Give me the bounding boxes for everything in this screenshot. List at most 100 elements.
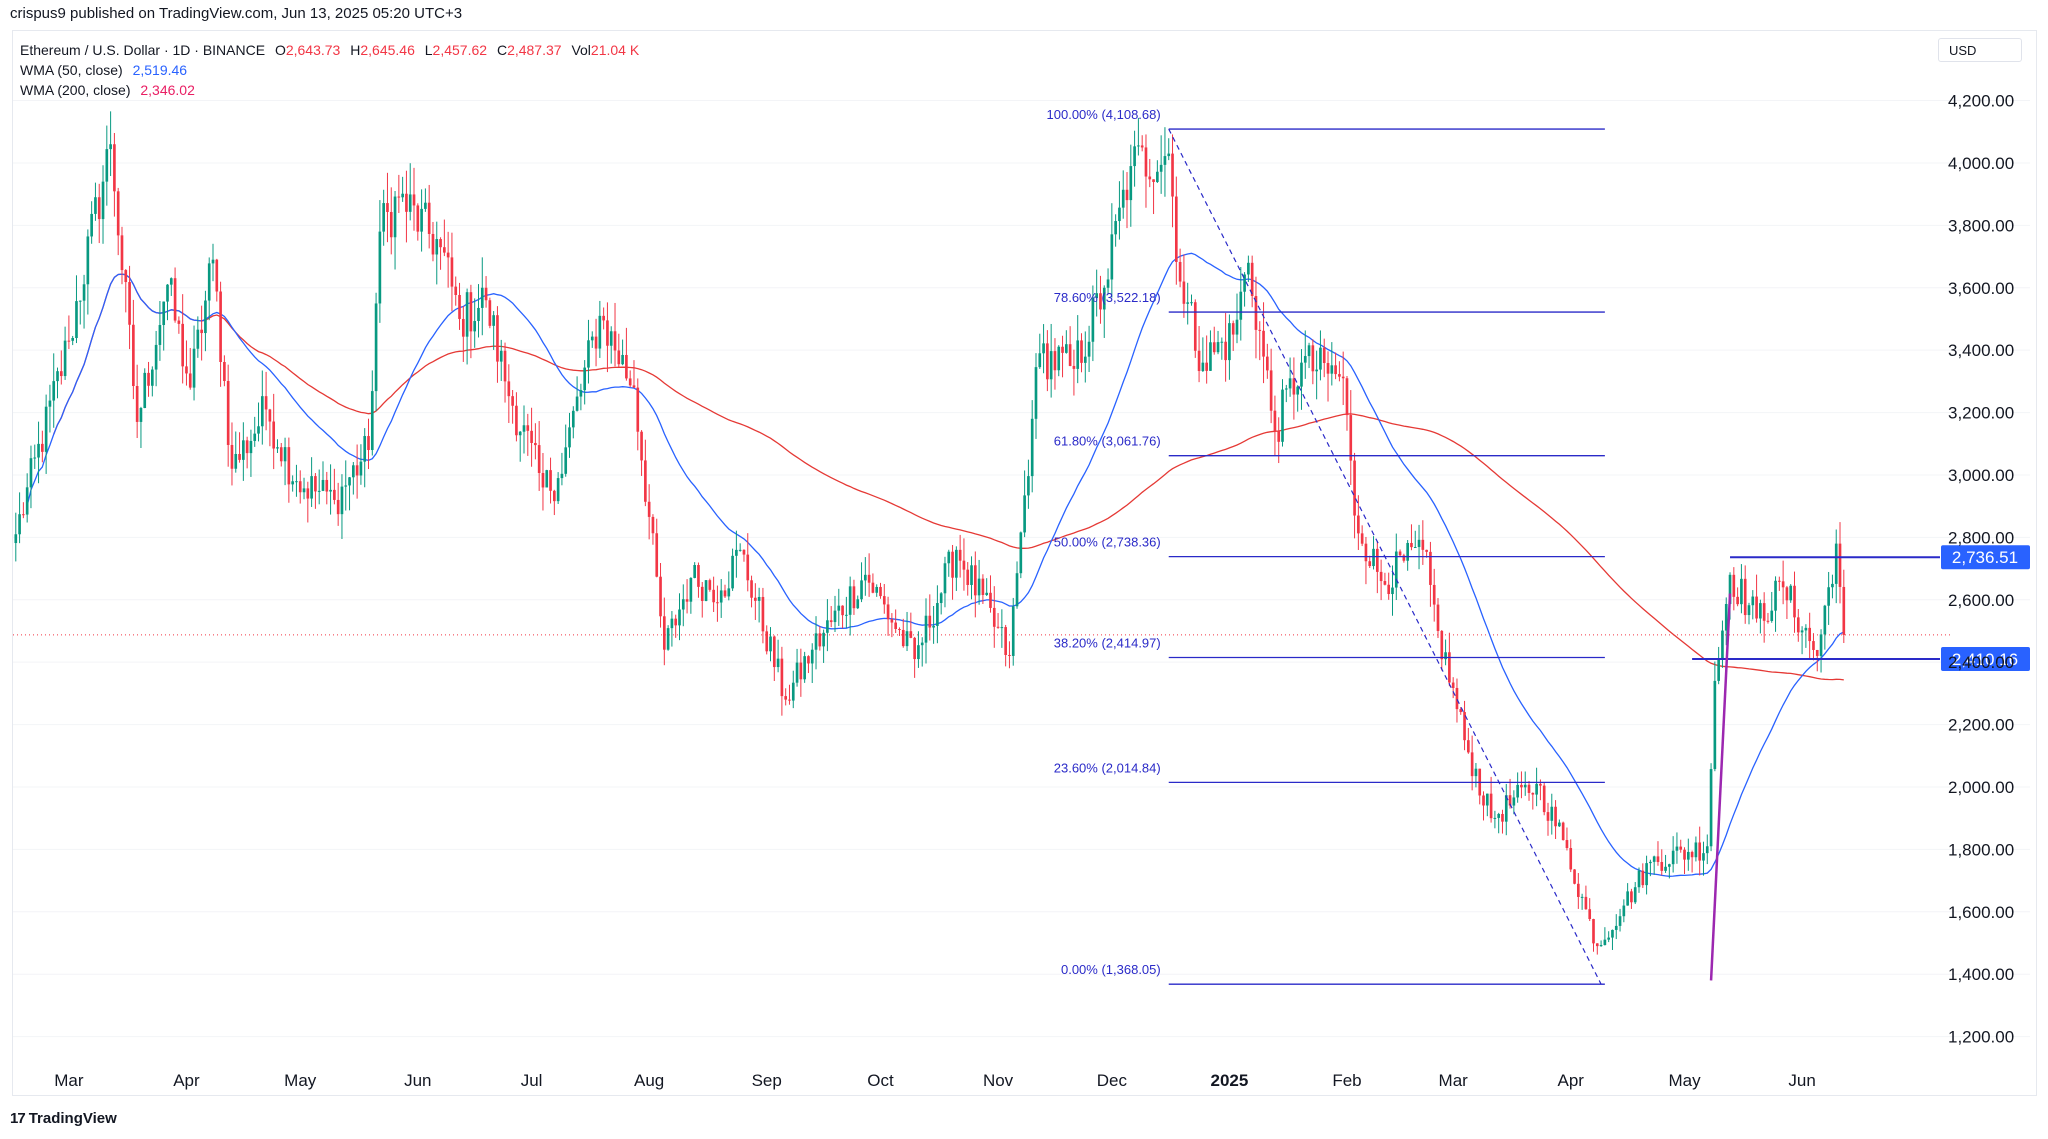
candle-body-441[interactable] (1686, 851, 1690, 860)
candle-body-75[interactable] (298, 481, 302, 493)
candle-body-9[interactable] (48, 400, 52, 407)
candle-body-339[interactable] (1300, 362, 1303, 387)
candle-body-201[interactable] (776, 658, 780, 668)
candle-body-234[interactable] (901, 629, 905, 647)
candle-body-51[interactable] (207, 263, 211, 301)
candle-body-12[interactable] (59, 371, 63, 377)
candle-body-82[interactable] (325, 479, 329, 492)
candle-body-149[interactable] (579, 390, 583, 397)
candle-body-300[interactable] (1152, 179, 1155, 182)
candle-body-355[interactable] (1360, 533, 1364, 544)
candle-body-64[interactable] (257, 426, 260, 434)
candle-body-104[interactable] (408, 194, 412, 212)
candle-body-246[interactable] (947, 551, 951, 564)
candle-body-158[interactable] (613, 331, 617, 351)
candle-body-191[interactable] (738, 549, 742, 551)
candle-body-38[interactable] (158, 325, 162, 345)
candle-body-222[interactable] (856, 599, 860, 609)
candle-body-114[interactable] (446, 252, 450, 258)
candle-body-66[interactable] (264, 396, 268, 410)
currency-button[interactable]: USD (1938, 38, 2022, 62)
candle-body-454[interactable] (1736, 596, 1739, 605)
candle-body-229[interactable] (882, 596, 886, 605)
candle-body-80[interactable] (317, 490, 321, 492)
candle-body-298[interactable] (1144, 147, 1148, 177)
candle-body-14[interactable] (67, 340, 71, 342)
candle-body-243[interactable] (936, 603, 939, 626)
candle-body-297[interactable] (1140, 145, 1144, 148)
candle-body-328[interactable] (1258, 329, 1262, 331)
candle-body-466[interactable] (1781, 581, 1785, 588)
chart-frame[interactable] (12, 30, 2037, 1096)
candle-body-407[interactable] (1558, 822, 1561, 827)
candle-body-349[interactable] (1338, 374, 1341, 377)
candle-body-58[interactable] (234, 453, 238, 469)
candle-body-152[interactable] (590, 336, 594, 341)
candle-body-26[interactable] (113, 144, 116, 192)
candle-body-111[interactable] (435, 239, 439, 255)
candle-body-453[interactable] (1732, 574, 1736, 597)
candle-body-71[interactable] (283, 447, 287, 462)
candle-body-126[interactable] (492, 315, 495, 326)
candle-body-53[interactable] (215, 259, 219, 292)
candle-body-432[interactable] (1652, 856, 1656, 862)
candle-body-227[interactable] (875, 586, 879, 593)
candle-body-136[interactable] (530, 430, 533, 443)
candle-body-316[interactable] (1212, 342, 1216, 353)
candle-body-261[interactable] (1004, 627, 1007, 655)
candle-body-67[interactable] (268, 409, 272, 422)
candle-body-96[interactable] (378, 231, 382, 304)
candle-body-275[interactable] (1057, 346, 1061, 371)
candle-body-130[interactable] (507, 381, 511, 397)
candle-body-314[interactable] (1205, 362, 1208, 371)
candle-body-440[interactable] (1683, 849, 1686, 860)
candle-body-430[interactable] (1645, 863, 1648, 886)
candle-body-347[interactable] (1330, 365, 1334, 374)
candle-body-176[interactable] (681, 599, 685, 610)
candle-body-162[interactable] (628, 378, 632, 386)
candle-body-76[interactable] (302, 488, 306, 493)
candle-body-356[interactable] (1364, 543, 1368, 562)
candle-body-477[interactable] (1823, 605, 1827, 635)
candle-body-342[interactable] (1311, 345, 1315, 372)
candle-body-378[interactable] (1448, 652, 1451, 683)
candle-body-48[interactable] (196, 329, 200, 349)
legend-wma200-row[interactable]: WMA (200, close) 2,346.02 (20, 80, 639, 100)
candle-body-326[interactable] (1250, 262, 1254, 297)
candle-body-230[interactable] (886, 604, 890, 620)
candle-body-459[interactable] (1755, 596, 1758, 619)
candle-body-274[interactable] (1053, 351, 1057, 371)
candle-body-478[interactable] (1827, 587, 1830, 606)
candle-body-278[interactable] (1068, 344, 1072, 366)
candle-body-57[interactable] (230, 444, 234, 469)
candle-body-231[interactable] (890, 619, 894, 623)
candle-body-458[interactable] (1751, 596, 1755, 606)
candle-body-397[interactable] (1520, 784, 1523, 788)
candle-body-330[interactable] (1266, 356, 1269, 371)
candle-body-123[interactable] (480, 287, 484, 308)
candle-body-417[interactable] (1595, 943, 1599, 947)
candle-body-315[interactable] (1209, 342, 1212, 371)
candle-body-166[interactable] (644, 460, 647, 502)
candle-body-107[interactable] (420, 208, 423, 232)
candle-body-129[interactable] (503, 350, 507, 382)
candle-body-167[interactable] (647, 501, 651, 517)
candle-body-472[interactable] (1804, 627, 1808, 631)
candle-body-284[interactable] (1091, 298, 1095, 342)
candle-body-146[interactable] (568, 427, 571, 448)
candle-body-159[interactable] (617, 350, 621, 365)
candle-body-369[interactable] (1413, 547, 1417, 549)
candle-body-204[interactable] (788, 699, 791, 701)
candle-body-50[interactable] (204, 300, 207, 334)
candle-body-203[interactable] (784, 696, 788, 700)
impulse-line[interactable] (1709, 593, 1732, 981)
candle-body-414[interactable] (1584, 896, 1588, 910)
candle-body-138[interactable] (537, 445, 541, 474)
candle-body-73[interactable] (291, 481, 294, 485)
candle-body-469[interactable] (1793, 585, 1796, 618)
candle-body-289[interactable] (1110, 234, 1114, 280)
candle-body-392[interactable] (1501, 813, 1504, 822)
candle-body-259[interactable] (996, 626, 1000, 628)
candle-body-184[interactable] (712, 589, 715, 603)
candle-body-404[interactable] (1546, 812, 1550, 821)
